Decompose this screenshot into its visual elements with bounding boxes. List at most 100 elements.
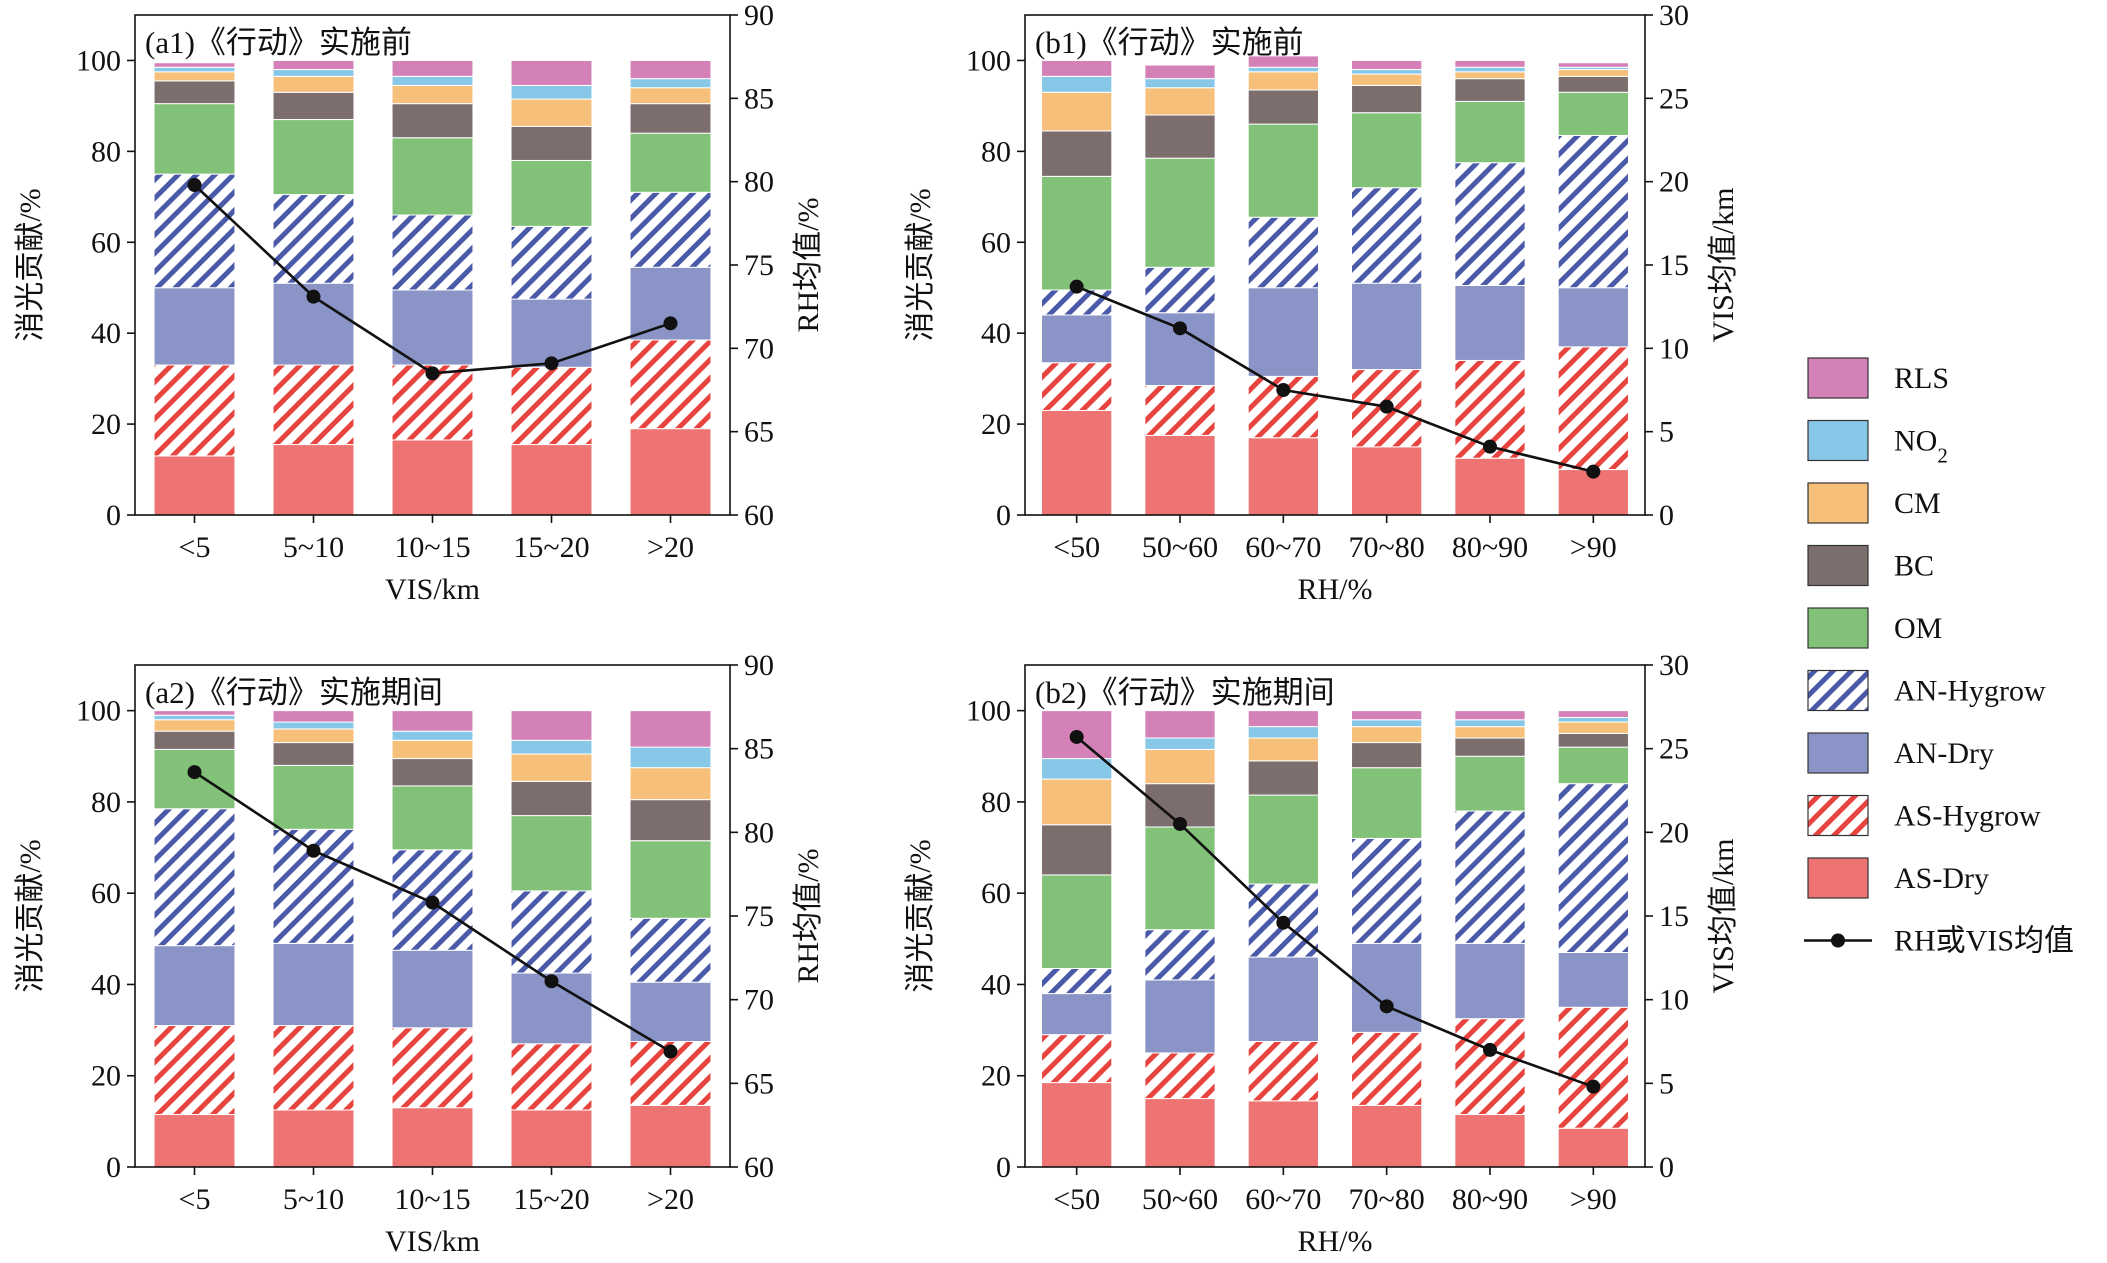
bar-segment-bc — [1144, 114, 1216, 159]
bar-segment-an-hygrow — [1144, 929, 1216, 981]
bar-segment-om — [1351, 767, 1423, 839]
bar-segment-rls — [1351, 710, 1423, 721]
mean-point — [425, 366, 440, 381]
bar-segment-om — [391, 137, 474, 216]
mean-line — [1076, 285, 1594, 473]
x-tick-label: 70~80 — [1349, 1183, 1425, 1216]
bar-segment-rls — [510, 59, 593, 86]
bar-segment-cm — [391, 739, 474, 760]
bar-segment-bc — [272, 742, 355, 766]
bar-segment-cm — [1351, 73, 1423, 86]
bar-segment-om — [510, 815, 593, 892]
y2-tick-label: 85 — [744, 733, 774, 766]
bar-segment-bc — [391, 758, 474, 787]
bar-segment-om — [1247, 794, 1319, 885]
bar-segment-as-hygrow — [1557, 346, 1629, 471]
mean-point — [1483, 439, 1497, 454]
x-axis: <50 50~60 60~70 70~80 80~90 >90 — [1053, 515, 1617, 564]
bar-segment-rls — [1041, 59, 1113, 77]
y-tick-label: 100 — [966, 44, 1011, 77]
y2-tick-label: 65 — [744, 1067, 774, 1100]
bars — [1041, 55, 1629, 516]
bar-segment-as-dry — [1454, 1114, 1526, 1168]
legend-label: AS-Hygrow — [1894, 800, 2041, 833]
chart-panel-3: 0 20 40 60 80 100 60 65 70 75 80 85 90 <5 5~10 10~15 15~… — [14, 649, 825, 1258]
y2-axis-title: VIS均值/km — [1707, 838, 1740, 993]
bar-segment-as-dry — [1247, 437, 1319, 516]
bar-segment-an-hygrow — [1557, 134, 1629, 289]
bar-segment-as-dry — [629, 1104, 712, 1168]
y-tick-label: 80 — [91, 135, 121, 168]
y-tick-label: 20 — [91, 408, 121, 441]
bar-segment-an-hygrow — [629, 917, 712, 983]
mean-point — [1173, 321, 1187, 336]
bar-segment-as-dry — [1144, 1098, 1216, 1168]
bar-segment-rls — [153, 710, 236, 716]
y2-tick-label: 0 — [1659, 1151, 1674, 1184]
bar-segment-as-dry — [1041, 409, 1113, 516]
bar-segment-rls — [1144, 710, 1216, 739]
legend-label: NO2 — [1894, 425, 1948, 468]
bar-segment-as-dry — [510, 444, 593, 516]
bar-segment-an-hygrow — [1454, 810, 1526, 944]
bar-segment-cm — [391, 84, 474, 105]
bar-segment-rls — [153, 62, 236, 68]
bar-segment-an-hygrow — [629, 191, 712, 268]
x-tick-label: >20 — [647, 531, 694, 564]
legend-swatch — [1807, 357, 1869, 399]
bar-segment-cm — [1247, 71, 1319, 91]
bar-segment-as-hygrow — [153, 1025, 236, 1116]
bar-segment-an-hygrow — [1144, 266, 1216, 314]
bar-segment-as-hygrow — [153, 364, 236, 457]
bar-segment-an-hygrow — [1247, 216, 1319, 289]
panel-title: (a2)《行动》实施期间 — [145, 675, 443, 710]
bar-segment-bc — [1247, 89, 1319, 125]
bar-segment-an-dry — [1454, 284, 1526, 361]
x-axis: <5 5~10 10~15 15~20 >20 — [179, 515, 694, 564]
panel-title: (a1)《行动》实施前 — [145, 25, 412, 60]
mean-point — [1586, 464, 1601, 479]
bar-segment-cm — [510, 98, 593, 127]
y2-axis-title: VIS均值/km — [1707, 187, 1740, 342]
y-tick-label: 40 — [981, 968, 1011, 1001]
bar-segment-om — [1247, 123, 1319, 218]
bar-segment-an-hygrow — [153, 173, 236, 289]
bar-segment-no2 — [1247, 726, 1319, 739]
y2-tick-label: 60 — [744, 499, 774, 532]
legend-swatch — [1807, 794, 1869, 837]
bar-segment-bc — [629, 799, 712, 842]
bar-segment-no2 — [1144, 737, 1216, 750]
mean-point — [663, 1044, 678, 1059]
bar-segment-bc — [629, 103, 712, 134]
bar-segment-rls — [629, 710, 712, 748]
chart-panel-1: 0 20 40 60 80 100 60 65 70 75 80 85 90 <5 5~10 10~15 15~… — [14, 0, 825, 606]
bar-segment-an-dry — [1144, 979, 1216, 1054]
legend-item-cm: CM — [1807, 482, 1941, 524]
bar-segment-rls — [1247, 55, 1319, 68]
bar-segment-no2 — [1247, 66, 1319, 73]
bar-segment-cm — [1557, 721, 1629, 734]
bar-segment-rls — [1247, 710, 1319, 728]
bar-segment-an-dry — [272, 942, 355, 1027]
chart-panel-2: 0 20 40 60 80 100 0 5 10 15 20 25 30 <50 50~60 60~70 70~… — [904, 0, 1740, 606]
x-tick-label: 70~80 — [1349, 531, 1425, 564]
y2-tick-label: 20 — [1659, 166, 1689, 199]
y2-tick-label: 60 — [744, 1151, 774, 1184]
bar-segment-bc — [272, 91, 355, 121]
bar-segment-no2 — [153, 66, 236, 73]
bar-segment-an-dry — [1041, 993, 1113, 1036]
bar-segment-an-dry — [1351, 282, 1423, 371]
bar-segment-as-hygrow — [1144, 384, 1216, 436]
y2-tick-label: 10 — [1659, 332, 1689, 365]
bar-segment-bc — [1351, 742, 1423, 769]
legend-swatch — [1807, 732, 1869, 774]
bar-segment-an-dry — [153, 945, 236, 1027]
x-tick-label: 15~20 — [513, 531, 589, 564]
bar-segment-cm — [272, 75, 355, 93]
bar-segment-an-dry — [391, 949, 474, 1029]
bar-segment-an-hygrow — [510, 890, 593, 974]
bar-segment-cm — [1041, 91, 1113, 132]
bar-segment-an-dry — [510, 298, 593, 368]
mean-point — [1276, 915, 1291, 930]
x-tick-label: 50~60 — [1142, 531, 1218, 564]
